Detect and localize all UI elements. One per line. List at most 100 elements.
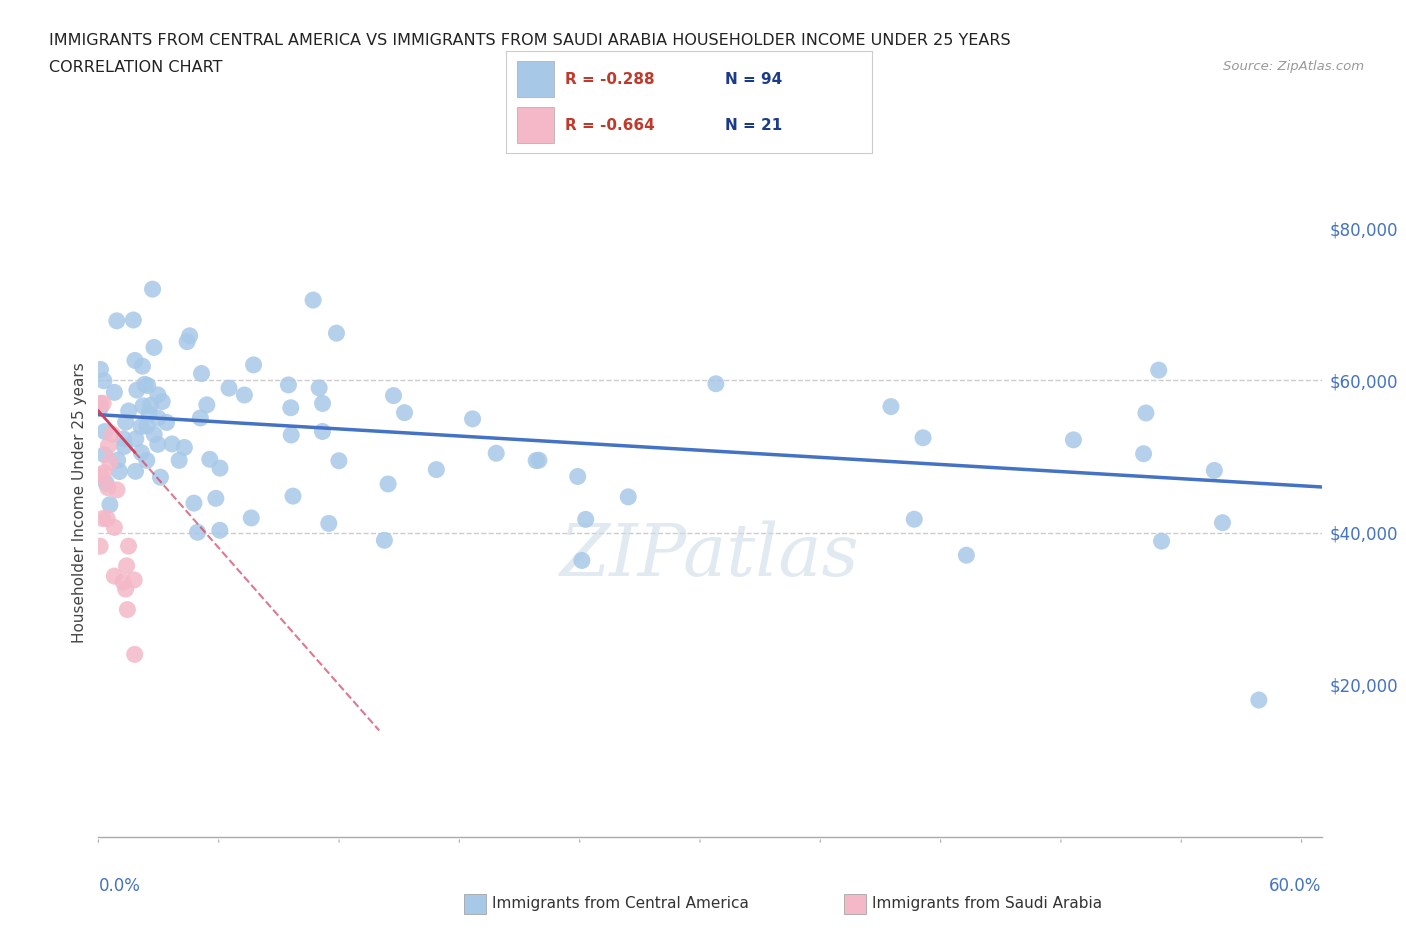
Point — [167, 453, 190, 468]
Point — [101, 427, 124, 442]
Point — [105, 483, 128, 498]
Point — [118, 404, 141, 418]
Point — [112, 432, 135, 446]
Point — [114, 581, 136, 596]
Point — [173, 440, 195, 455]
Point — [1204, 463, 1226, 478]
Point — [91, 512, 114, 526]
Point — [143, 427, 166, 442]
Point — [124, 647, 146, 662]
Point — [150, 394, 173, 409]
Point — [176, 334, 198, 349]
Point — [103, 520, 125, 535]
Text: CORRELATION CHART: CORRELATION CHART — [49, 60, 222, 75]
Bar — [517, 61, 554, 98]
Text: IMMIGRANTS FROM CENTRAL AMERICA VS IMMIGRANTS FROM SAUDI ARABIA HOUSEHOLDER INCO: IMMIGRANTS FROM CENTRAL AMERICA VS IMMIG… — [49, 33, 1011, 47]
Point — [146, 388, 169, 403]
Point — [97, 480, 120, 495]
Point — [311, 396, 333, 411]
Point — [97, 438, 120, 453]
Point — [136, 379, 159, 393]
Point — [485, 445, 508, 460]
Point — [122, 312, 145, 327]
Point — [218, 380, 240, 395]
Point — [135, 453, 157, 468]
Point — [1211, 515, 1233, 530]
Point — [131, 359, 153, 374]
Text: 0.0%: 0.0% — [98, 877, 141, 896]
Point — [183, 496, 205, 511]
Point — [524, 453, 547, 468]
Text: Source: ZipAtlas.com: Source: ZipAtlas.com — [1223, 60, 1364, 73]
Point — [1247, 693, 1270, 708]
Point — [328, 453, 350, 468]
Point — [96, 476, 118, 491]
Point — [179, 328, 201, 343]
Point — [125, 432, 148, 446]
Point — [187, 525, 209, 539]
Text: Immigrants from Saudi Arabia: Immigrants from Saudi Arabia — [872, 897, 1102, 911]
Point — [911, 431, 934, 445]
Text: N = 94: N = 94 — [725, 73, 783, 87]
Point — [240, 511, 263, 525]
Point — [146, 437, 169, 452]
Point — [955, 548, 977, 563]
Point — [90, 468, 112, 483]
Point — [425, 462, 447, 477]
Point — [129, 419, 152, 434]
Point — [91, 396, 114, 411]
Point — [325, 326, 347, 340]
Point — [108, 464, 131, 479]
Point — [117, 602, 139, 617]
Point — [96, 512, 118, 526]
Point — [575, 512, 598, 526]
Point — [1132, 446, 1154, 461]
Point — [190, 366, 212, 381]
Point — [461, 411, 484, 426]
Point — [527, 453, 550, 468]
Point — [1147, 363, 1170, 378]
Y-axis label: Householder Income Under 25 years: Householder Income Under 25 years — [72, 362, 87, 643]
Point — [205, 491, 228, 506]
Point — [308, 380, 330, 395]
Point — [880, 399, 903, 414]
Point — [198, 452, 221, 467]
Point — [98, 455, 121, 470]
Point — [281, 488, 304, 503]
Point — [280, 400, 302, 415]
Point — [124, 353, 146, 368]
Point — [93, 465, 115, 480]
Text: Immigrants from Central America: Immigrants from Central America — [492, 897, 749, 911]
Point — [280, 428, 302, 443]
Point — [188, 410, 211, 425]
Point — [394, 405, 416, 420]
Point — [903, 512, 925, 526]
Point — [139, 398, 162, 413]
Point — [160, 436, 183, 451]
Point — [107, 453, 129, 468]
Point — [134, 377, 156, 392]
Point — [124, 464, 146, 479]
Point — [112, 575, 135, 590]
Point — [98, 498, 121, 512]
Text: R = -0.664: R = -0.664 — [565, 118, 654, 133]
Point — [373, 533, 395, 548]
Point — [277, 378, 299, 392]
Point — [1062, 432, 1084, 447]
Point — [93, 447, 115, 462]
Point — [318, 516, 340, 531]
Point — [571, 553, 593, 568]
Point — [311, 424, 333, 439]
Point — [155, 415, 177, 430]
Point — [89, 538, 111, 553]
Point — [195, 397, 218, 412]
Point — [1135, 405, 1157, 420]
Point — [138, 406, 160, 421]
Point — [94, 424, 117, 439]
Point — [112, 439, 135, 454]
Point — [122, 573, 145, 588]
Point — [242, 357, 264, 372]
Point — [146, 411, 169, 426]
Point — [135, 418, 157, 433]
Point — [141, 282, 163, 297]
